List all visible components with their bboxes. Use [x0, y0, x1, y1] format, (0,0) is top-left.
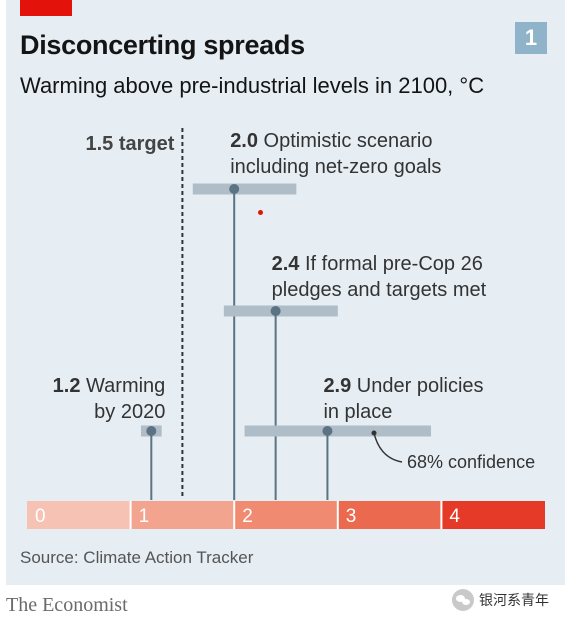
scenario-label-line2-2.4: pledges and targets met [272, 279, 487, 301]
wechat-icon [452, 589, 474, 611]
red-dot-mark [258, 210, 263, 215]
chart-panel [6, 0, 565, 585]
source-note: Source: Climate Action Tracker [20, 548, 254, 567]
confidence-annotation: 68% confidence [407, 452, 535, 472]
marker-2.4 [270, 306, 281, 316]
target-label: 1.5 target [85, 133, 174, 155]
scenario-label-1.2: 1.2 Warming [53, 375, 166, 397]
axis-band-0 [27, 501, 131, 529]
axis-tick-label-3: 3 [346, 506, 357, 527]
marker-2.9 [322, 426, 333, 436]
marker-1.2 [146, 426, 157, 436]
axis-band-4 [441, 501, 545, 529]
chart-number-badge: 1 [515, 22, 547, 54]
range-bar-2.0 [192, 183, 297, 195]
economist-red-tag [20, 0, 72, 16]
axis-band-2 [234, 501, 338, 529]
scenario-label-line2-1.2: by 2020 [94, 401, 165, 423]
annotation-leader [373, 432, 403, 463]
axis-tick-label-1: 1 [139, 506, 150, 527]
axis-band-3 [337, 501, 442, 529]
chart-title: Disconcerting spreads [20, 30, 305, 60]
chart-subtitle: Warming above pre-industrial levels in 2… [20, 73, 485, 98]
range-bar-2.4 [223, 305, 338, 317]
scenario-label-2.4: 2.4 If formal pre-Cop 26 [272, 253, 483, 275]
scenario-label-line2-2.0: including net-zero goals [230, 156, 441, 178]
scenario-label-line2-2.9: in place [323, 401, 392, 423]
range-bar-2.9 [244, 425, 432, 437]
axis-tick-label-0: 0 [35, 506, 46, 527]
scenario-label-2.0: 2.0 Optimistic scenario [230, 130, 432, 152]
marker-2.0 [229, 184, 240, 194]
annotation-dot [371, 430, 377, 436]
scenario-label-2.9: 2.9 Under policies [323, 375, 483, 397]
axis-band-1 [130, 501, 235, 529]
publisher-logo: The Economist [6, 594, 128, 616]
axis-tick-label-2: 2 [242, 506, 253, 527]
watermark: 银河系青年 [452, 588, 549, 612]
watermark-text: 银河系青年 [479, 592, 549, 608]
axis-tick-label-4: 4 [449, 506, 460, 527]
